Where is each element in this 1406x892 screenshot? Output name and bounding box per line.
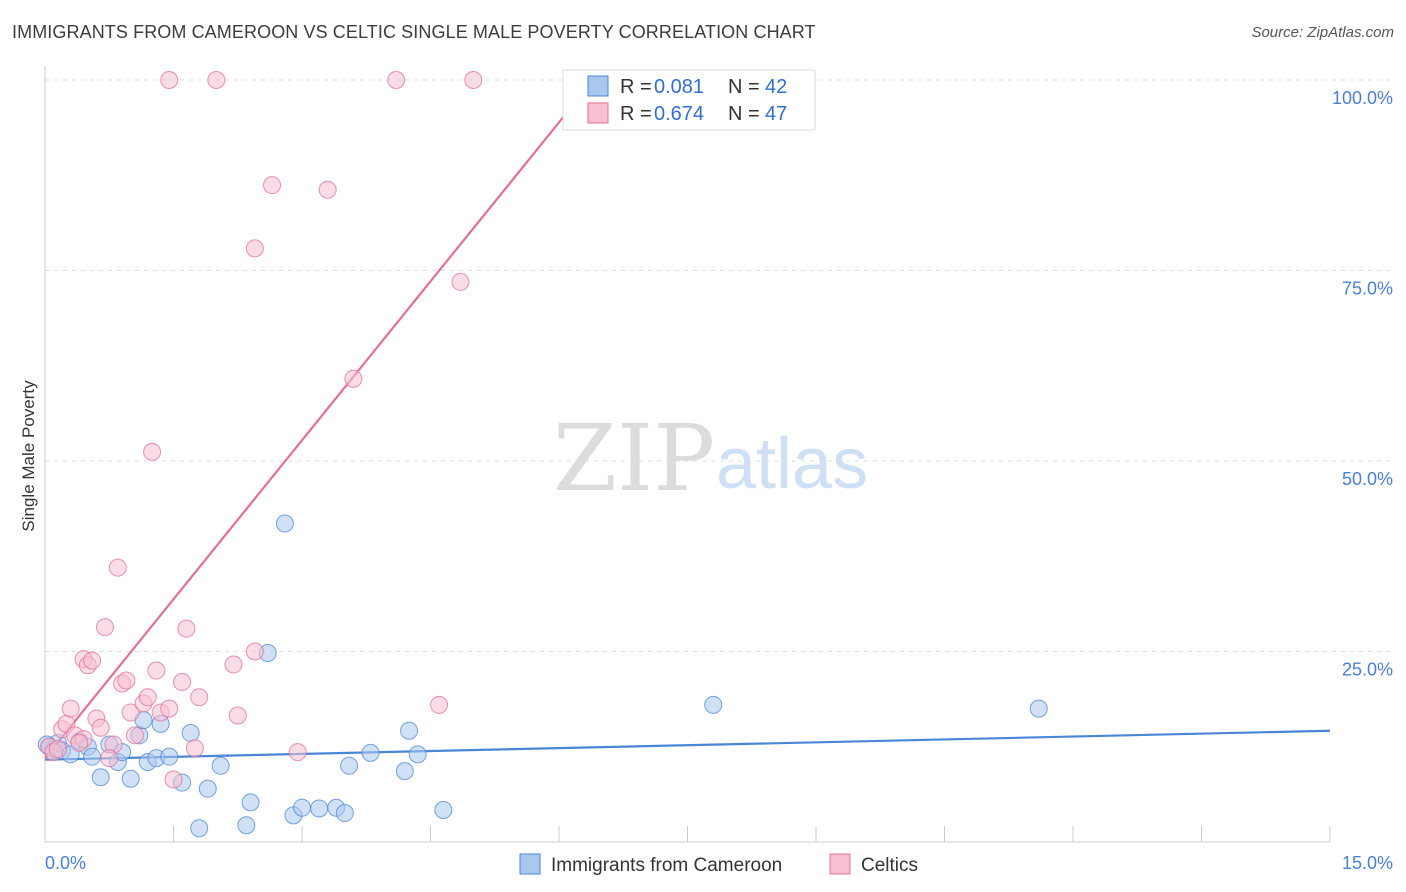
series-legend-label: Celtics [861,855,918,876]
scatter-point [387,71,406,89]
scatter-point [83,651,102,670]
scatter-point [340,756,359,775]
y-tick-labels: 25.0% 50.0% 75.0% 100.0% [1332,88,1393,680]
series-legend-swatch [519,853,541,875]
y-axis-label: Single Male Poverty [19,380,38,532]
scatter-point [245,642,264,661]
scatter-point [121,703,140,722]
scatter-point [211,756,230,775]
scatter-point [224,655,243,674]
series-legend-swatch [829,853,851,875]
stats-n-label: N = [728,103,760,125]
stats-r-value: 0.081 [654,76,704,98]
stats-n-value: 42 [765,76,787,98]
scatter-point [198,779,217,798]
y-tick-label: 100.0% [1332,88,1393,108]
stats-r-label: R = [620,76,652,98]
scatter-point [400,721,419,740]
scatter-point [91,768,110,787]
scatter-point [310,799,329,818]
gridlines [45,79,1392,652]
scatter-point [147,661,166,680]
y-tick-label: 50.0% [1342,469,1393,489]
scatter-point [434,800,453,819]
scatter-point [408,745,427,764]
scatter-point [181,724,200,743]
watermark-atlas: atlas [716,424,868,504]
series-legend-label: Immigrants from Cameroon [551,855,782,876]
stats-legend: R = 0.081 N = 42 R = 0.674 N = 47 [562,69,816,131]
trend-line [44,729,1331,761]
scatter-point [335,804,354,823]
scatter-point [395,762,414,781]
axes [44,66,1331,843]
scatter-point [237,816,256,835]
scatter-point [61,699,80,718]
scatter-point [361,743,380,762]
x-tick-labels: 0.0% 15.0% [45,853,1393,873]
scatter-point [143,442,162,461]
scatter-point [430,695,449,714]
scatter-point [177,619,196,638]
scatter-point [125,726,144,745]
scatter-point [228,706,247,725]
scatter-point [160,699,179,718]
x-tick-label: 15.0% [1342,853,1393,873]
scatter-point [185,739,204,758]
scatter-point [293,798,311,817]
watermark: ZIP atlas [553,405,868,512]
y-tick-label: 75.0% [1342,279,1393,299]
scatter-point [108,558,127,577]
scatter-point [451,272,470,291]
stats-swatch [587,75,609,97]
scatter-point [70,733,89,752]
scatter-point [160,71,179,89]
stats-r-value: 0.674 [654,103,704,125]
y-tick-label: 25.0% [1342,660,1393,680]
scatter-point [190,819,209,838]
stats-n-label: N = [728,76,760,98]
trend-lines [44,79,1331,761]
scatter-point [48,740,67,759]
scatter-point [245,239,264,258]
stats-r-label: R = [620,103,652,125]
stats-swatch [587,102,609,124]
x-tick-label: 0.0% [45,853,86,873]
scatter-point [91,718,110,737]
scatter-point [207,71,226,89]
trend-line [44,79,595,759]
scatter-point [121,769,140,788]
scatter-point [100,749,119,768]
scatter-point [160,747,179,766]
watermark-zip: ZIP [553,405,715,512]
scatter-point [138,688,157,707]
chart-title: IMMIGRANTS FROM CAMEROON VS CELTIC SINGL… [12,22,816,42]
scatter-point [1029,699,1048,718]
scatter-point [164,770,183,789]
scatter-point [117,671,136,690]
source-label: Source: ZipAtlas.com [1251,24,1394,41]
stats-n-value: 47 [765,103,787,125]
scatter-point [95,618,114,637]
scatter-point [288,743,307,762]
scatter-point [275,514,294,533]
scatter-point [173,672,192,691]
scatter-point [241,793,260,812]
scatter-point [190,688,209,707]
data-points [37,71,1048,838]
scatter-point [263,176,282,195]
series-legend: Immigrants from Cameroon Celtics [519,853,918,876]
scatter-point [464,71,483,89]
scatter-point [344,369,363,388]
scatter-point [318,180,337,199]
scatter-point [704,695,723,714]
scatter-point [83,747,102,766]
